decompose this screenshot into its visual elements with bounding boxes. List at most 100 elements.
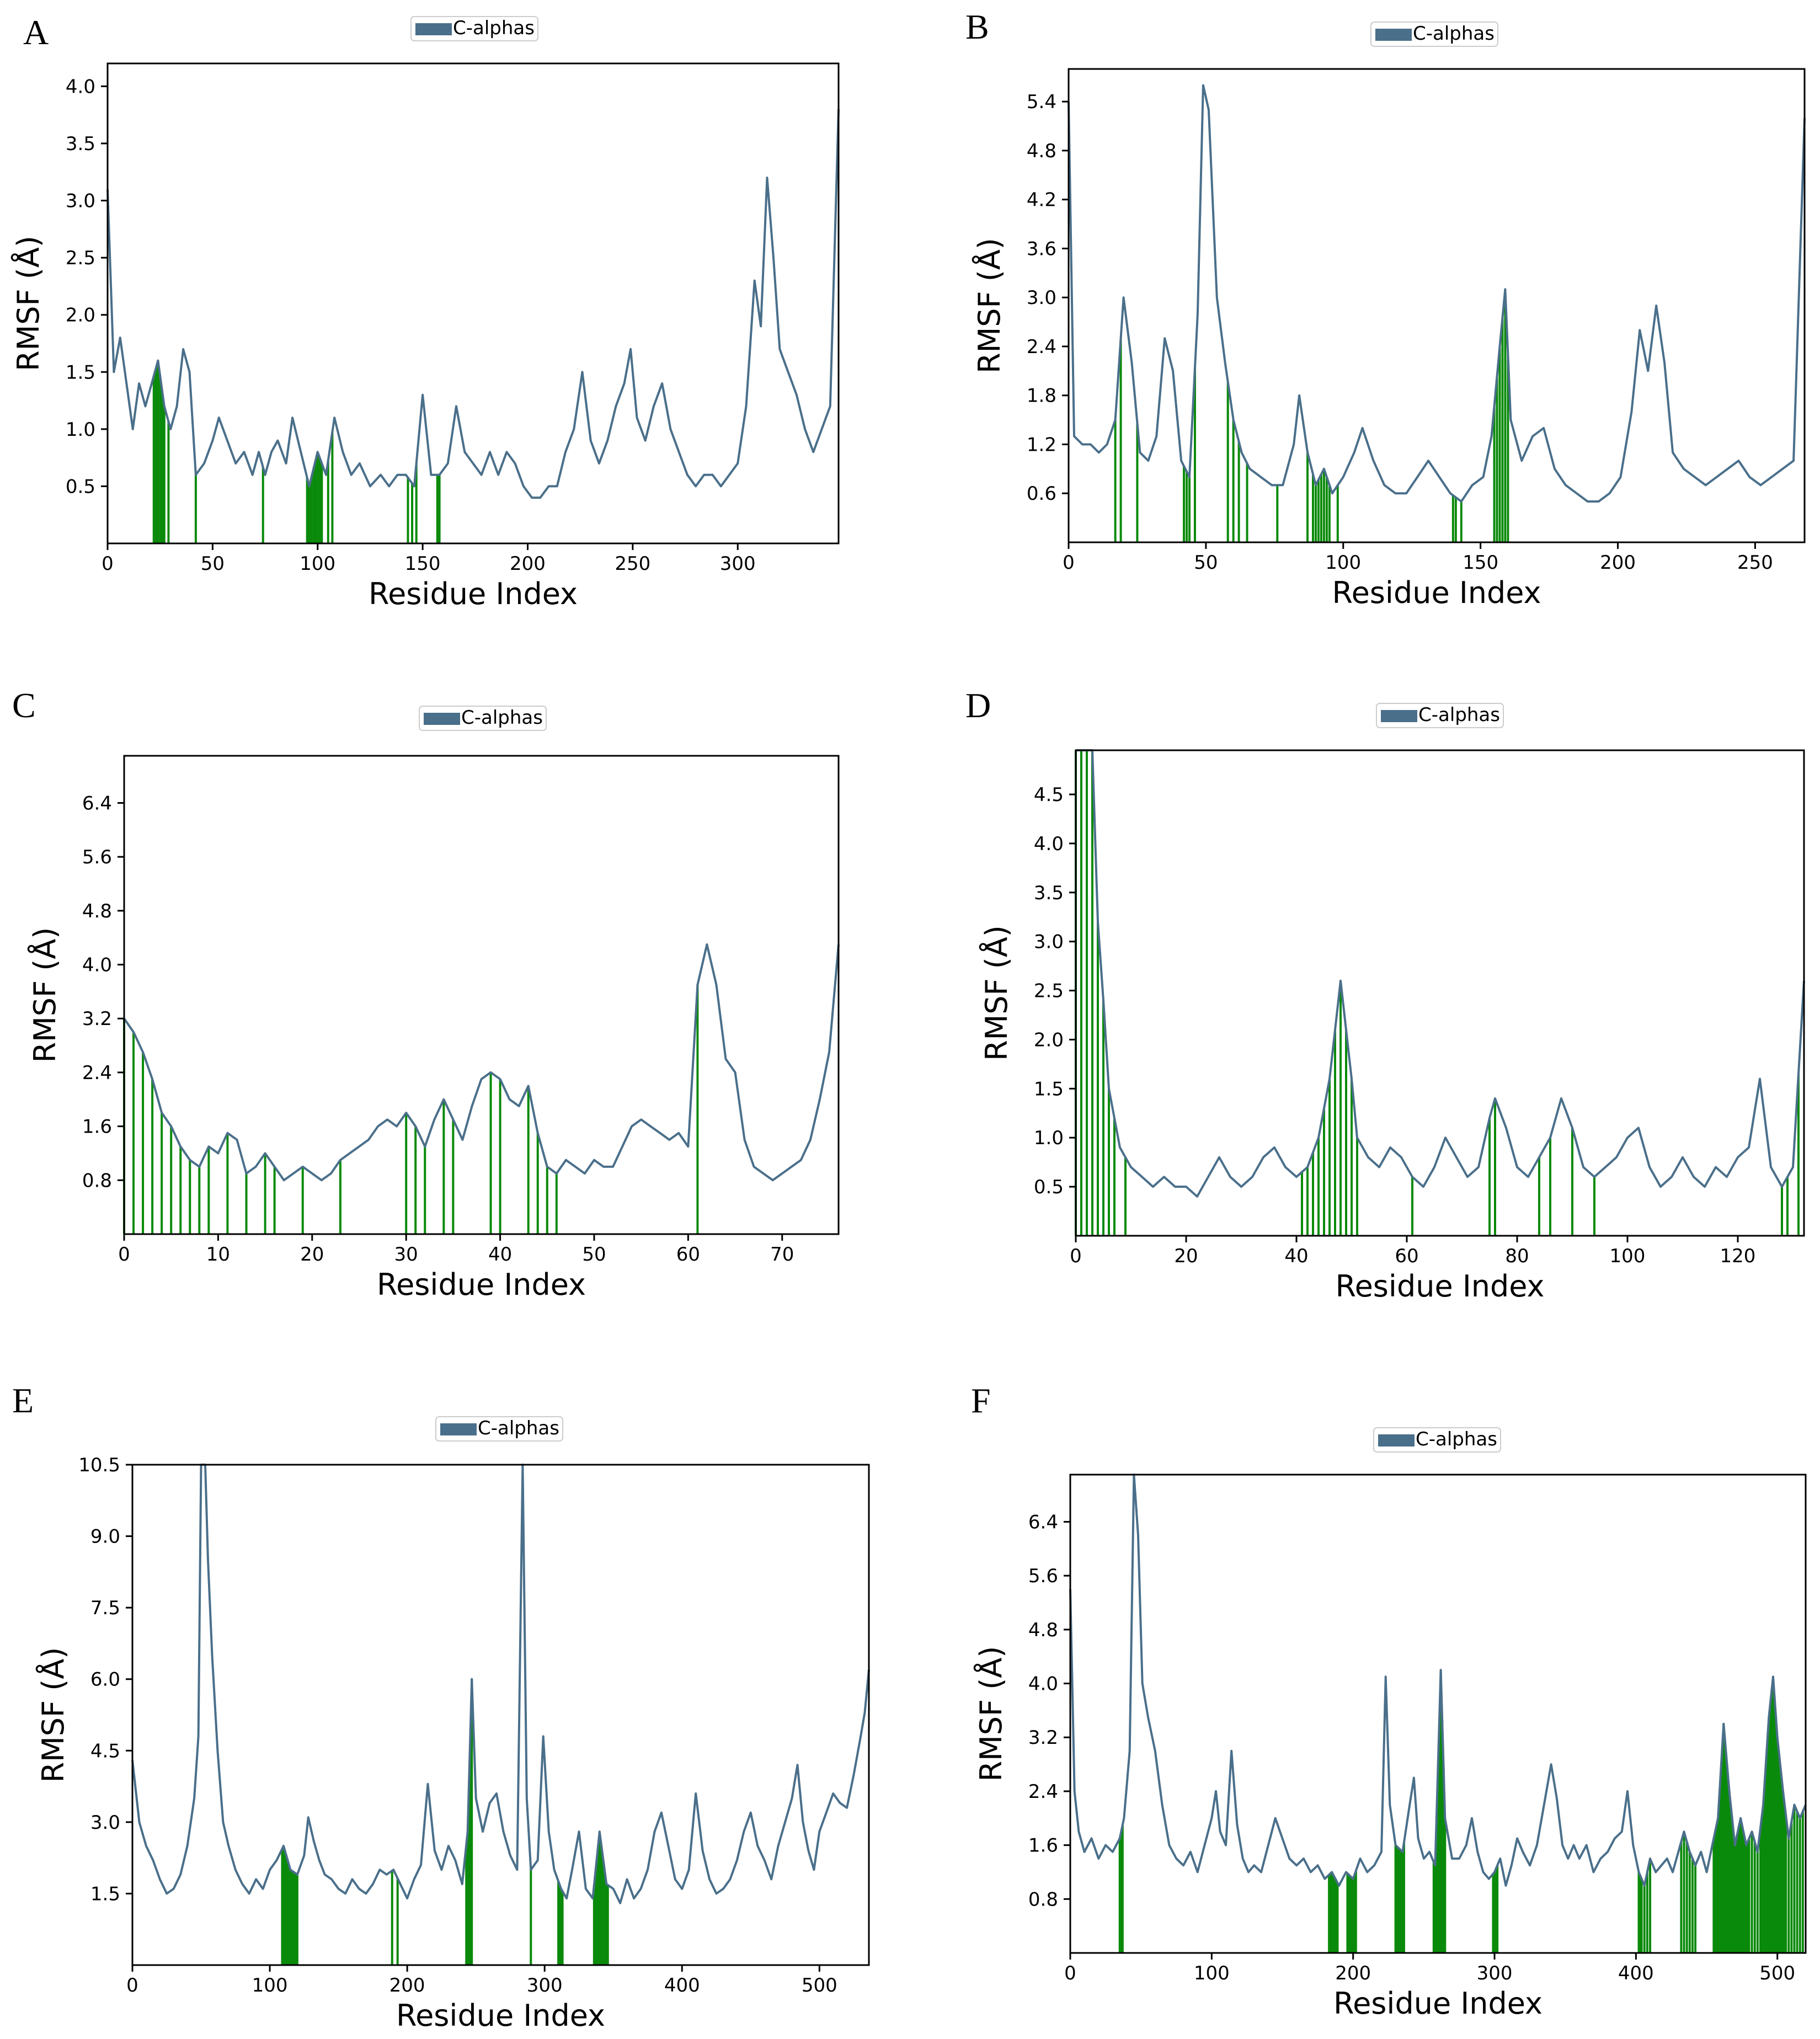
legend-swatch bbox=[440, 1423, 477, 1435]
y-tick-label: 5.4 bbox=[1027, 91, 1056, 113]
y-tick-label: 3.0 bbox=[66, 190, 95, 212]
y-tick-label: 0.6 bbox=[1027, 483, 1056, 505]
y-tick-label: 1.0 bbox=[1034, 1127, 1064, 1149]
y-tick-label: 3.6 bbox=[1027, 238, 1056, 260]
x-tick-label: 100 bbox=[1325, 552, 1361, 574]
legend-label: C-alphas bbox=[478, 1417, 559, 1439]
x-tick-label: 250 bbox=[1737, 552, 1773, 574]
x-tick-label: 200 bbox=[389, 1974, 425, 1997]
y-axis-title: RMSF (Å) bbox=[27, 927, 62, 1063]
plot-frame bbox=[1069, 1474, 1807, 1954]
x-tick-label: 150 bbox=[1463, 552, 1498, 574]
panel-letter: F bbox=[971, 1381, 991, 1420]
x-tick-label: 100 bbox=[252, 1974, 288, 1997]
panel-b: B 0 50 100 150 200 250 0.6 1.2 1.8 2.4 3.0 3.6 4.2 4.8… bbox=[965, 7, 1806, 610]
panel-letter: E bbox=[12, 1381, 34, 1420]
y-axis-title: RMSF (Å) bbox=[10, 236, 46, 371]
legend-swatch bbox=[1378, 1434, 1415, 1446]
y-tick-label: 0.5 bbox=[1034, 1176, 1064, 1198]
y-tick-label: 1.6 bbox=[1028, 1835, 1058, 1857]
legend-swatch bbox=[415, 23, 452, 35]
rmsf-series-line bbox=[106, 109, 840, 499]
y-tick-label: 0.8 bbox=[82, 1170, 112, 1192]
y-tick-label: 2.5 bbox=[66, 247, 95, 269]
y-tick-label: 3.5 bbox=[1034, 882, 1064, 904]
plot-frame bbox=[123, 755, 840, 1235]
x-tick-label: 300 bbox=[720, 553, 756, 575]
y-tick-label: 2.5 bbox=[1034, 980, 1064, 1002]
y-tick-label: 4.5 bbox=[1034, 784, 1064, 806]
legend-label: C-alphas bbox=[453, 17, 535, 39]
rmsf-series-line bbox=[1069, 1474, 1807, 1887]
x-tick-label: 60 bbox=[676, 1243, 700, 1266]
y-tick-label: 6.0 bbox=[90, 1669, 120, 1691]
panel-letter: B bbox=[965, 7, 989, 46]
x-tick-label: 400 bbox=[1618, 1962, 1654, 1984]
legend-swatch bbox=[1375, 29, 1412, 41]
x-tick-label: 250 bbox=[615, 553, 650, 575]
y-tick-label: 0.5 bbox=[66, 476, 95, 498]
x-tick-label: 400 bbox=[664, 1974, 700, 1997]
y-tick-label: 1.8 bbox=[1027, 385, 1056, 407]
y-tick-label: 4.0 bbox=[1028, 1673, 1058, 1695]
legend-label: C-alphas bbox=[1413, 23, 1495, 45]
y-axis-title: RMSF (Å) bbox=[973, 1646, 1008, 1782]
x-tick-label: 10 bbox=[206, 1243, 230, 1266]
x-axis-title: Residue Index bbox=[1335, 1269, 1544, 1304]
y-tick-label: 2.4 bbox=[82, 1062, 112, 1084]
x-tick-label: 200 bbox=[510, 553, 546, 575]
y-tick-label: 3.2 bbox=[82, 1008, 112, 1030]
panel-letter: A bbox=[23, 13, 49, 52]
y-tick-label: 3.0 bbox=[90, 1812, 120, 1834]
legend-label: C-alphas bbox=[1418, 704, 1500, 726]
panel-f: F 0 100 200 300 400 500 0.8 1.6 2.4 3.2 4.0 4.8 5.6 6.… bbox=[971, 1381, 1807, 2021]
x-tick-label: 30 bbox=[394, 1243, 418, 1266]
x-tick-label: 70 bbox=[770, 1243, 794, 1266]
y-tick-label: 4.8 bbox=[1027, 140, 1056, 162]
plot-frame bbox=[1068, 68, 1806, 543]
rmsf-series-line bbox=[1076, 749, 1805, 1198]
y-tick-label: 2.0 bbox=[66, 305, 95, 327]
y-tick-label: 2.0 bbox=[1034, 1029, 1064, 1051]
x-tick-label: 20 bbox=[300, 1243, 324, 1266]
y-axis-title: RMSF (Å) bbox=[35, 1647, 71, 1783]
x-tick-label: 0 bbox=[102, 553, 114, 575]
x-axis-title: Residue Index bbox=[369, 577, 578, 611]
y-tick-label: 4.8 bbox=[1028, 1619, 1058, 1641]
y-tick-label: 3.0 bbox=[1027, 287, 1056, 309]
x-tick-label: 0 bbox=[1064, 1962, 1076, 1984]
rmsf-series-line bbox=[1068, 84, 1806, 503]
y-tick-label: 7.5 bbox=[90, 1597, 120, 1619]
y-tick-label: 2.4 bbox=[1027, 336, 1056, 358]
x-tick-label: 0 bbox=[1063, 552, 1075, 574]
y-tick-label: 1.5 bbox=[90, 1883, 120, 1905]
x-tick-label: 20 bbox=[1174, 1245, 1198, 1267]
panel-letter: D bbox=[965, 686, 991, 725]
y-tick-label: 4.8 bbox=[82, 900, 112, 922]
y-tick-label: 6.4 bbox=[82, 792, 112, 814]
y-tick-label: 1.6 bbox=[82, 1116, 112, 1138]
y-axis-title: RMSF (Å) bbox=[972, 238, 1007, 373]
x-tick-label: 40 bbox=[1284, 1245, 1308, 1267]
y-tick-label: 0.8 bbox=[1028, 1888, 1058, 1910]
legend-swatch bbox=[1381, 710, 1417, 722]
plot-frame bbox=[1075, 749, 1805, 1237]
y-tick-label: 1.5 bbox=[66, 361, 95, 383]
y-tick-label: 10.5 bbox=[78, 1454, 120, 1476]
x-tick-label: 120 bbox=[1720, 1245, 1756, 1267]
y-tick-label: 4.0 bbox=[1034, 833, 1064, 855]
rmsf-series-line bbox=[131, 1464, 870, 1904]
y-tick-label: 1.0 bbox=[66, 419, 95, 441]
y-tick-label: 6.4 bbox=[1028, 1511, 1058, 1533]
plot-frame bbox=[106, 62, 840, 545]
x-tick-label: 100 bbox=[300, 553, 335, 575]
x-tick-label: 0 bbox=[118, 1243, 130, 1266]
legend-swatch bbox=[424, 713, 460, 725]
x-tick-label: 0 bbox=[126, 1974, 138, 1997]
y-axis-title: RMSF (Å) bbox=[979, 925, 1014, 1061]
y-tick-label: 3.5 bbox=[66, 133, 95, 155]
x-tick-label: 40 bbox=[488, 1243, 512, 1266]
y-tick-label: 1.2 bbox=[1027, 434, 1056, 456]
x-tick-label: 300 bbox=[527, 1974, 563, 1997]
